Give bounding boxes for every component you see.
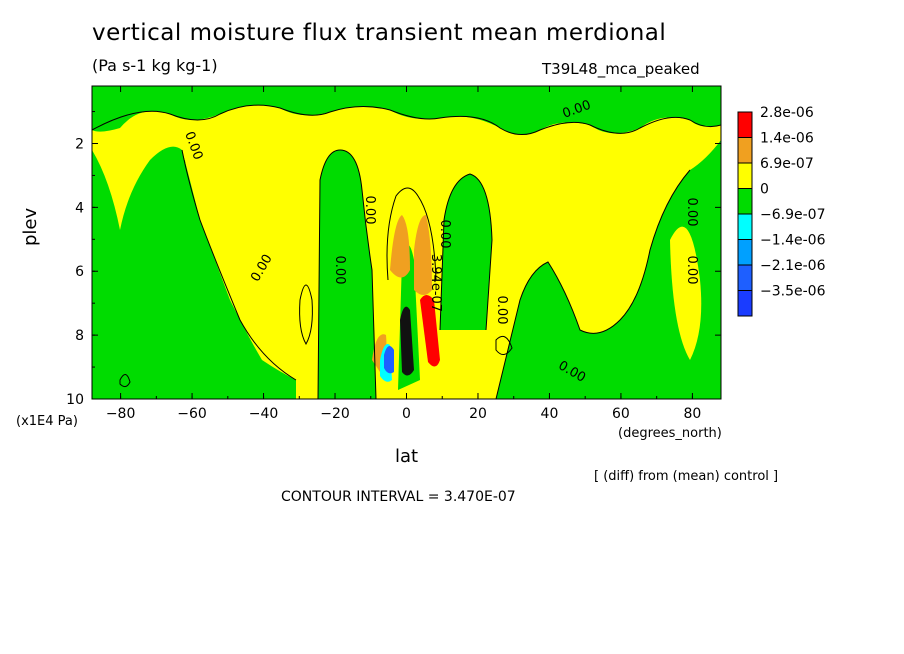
colorbar-label: 2.8e-06 [760, 105, 814, 121]
contour-label: 0.00 [362, 196, 377, 225]
field-green-top [92, 86, 721, 135]
field-orange-1 [390, 215, 410, 278]
x-tick-label: −60 [177, 406, 207, 422]
colorbar-swatch [737, 162, 753, 189]
colorbar-label: −3.5e-06 [760, 284, 826, 300]
x-axis-unit: (degrees_north) [618, 426, 722, 441]
y-tick-label: 6 [75, 264, 84, 280]
x-axis-label: lat [395, 446, 419, 467]
contour-label: 0.00 [684, 198, 699, 227]
contour-lines [92, 104, 721, 399]
colorbar-swatch [737, 290, 753, 317]
colorbar-label: 6.9e-07 [760, 156, 814, 172]
x-axis: −80 −60 −40 −20 0 20 40 60 80 [106, 86, 701, 422]
x-tick-label: −20 [320, 406, 350, 422]
y-axis-unit: (x1E4 Pa) [16, 414, 78, 429]
diff-note: [ (diff) from (mean) control ] [594, 469, 779, 484]
colorbar-label: −2.1e-06 [760, 258, 826, 274]
plot-field [92, 86, 721, 399]
contour-interval: CONTOUR INTERVAL = 3.470E-07 [281, 489, 516, 505]
field-green-right1 [440, 174, 492, 330]
field-green-right3 [540, 370, 600, 399]
field-orange-2 [414, 215, 432, 295]
colorbar-swatch [737, 111, 753, 138]
y-tick-label: 2 [75, 136, 84, 152]
x-tick-label: −80 [106, 406, 136, 422]
chart-units: (Pa s-1 kg kg-1) [92, 56, 218, 75]
y-tick-label: 4 [75, 200, 84, 216]
colorbar-label: 1.4e-06 [760, 131, 814, 147]
x-tick-label: 60 [612, 406, 630, 422]
y-axis-label: plev [20, 207, 41, 246]
contour-label: 0.00 [332, 256, 347, 285]
colorbar-swatch [737, 213, 753, 240]
colorbar-swatch [737, 239, 753, 266]
contour-label: 0.00 [494, 296, 509, 325]
contour-label: 3.94e-07 [428, 254, 443, 312]
x-tick-label: 80 [683, 406, 701, 422]
colorbar-label: −6.9e-07 [760, 207, 825, 223]
x-tick-label: 40 [541, 406, 559, 422]
x-tick-label: 0 [402, 406, 411, 422]
field-green-right2 [496, 140, 721, 399]
field-green-midleft [318, 150, 376, 399]
y-tick-label: 8 [75, 328, 84, 344]
colorbar-swatch [737, 137, 753, 164]
colorbar-label: 0 [760, 182, 769, 198]
x-tick-label: 20 [469, 406, 487, 422]
colorbar-swatch [737, 264, 753, 291]
y-tick-label: 10 [66, 392, 84, 408]
colorbar-label: −1.4e-06 [760, 233, 826, 249]
contour-label: 0.00 [437, 220, 452, 249]
field-red [420, 295, 440, 367]
y-axis: 2 4 6 8 10 [66, 111, 721, 408]
x-tick-label: −40 [249, 406, 279, 422]
chart-title: vertical moisture flux transient mean me… [92, 20, 667, 46]
field-blue [384, 346, 394, 374]
field-yellow-right [670, 226, 702, 360]
field-green-left-2 [150, 160, 230, 399]
colorbar: 2.8e-06 1.4e-06 6.9e-07 0 −6.9e-07 −1.4e-06 −2… [737, 105, 826, 317]
field-dark-core [400, 306, 414, 376]
colorbar-swatch [737, 188, 753, 215]
run-name: T39L48_mca_peaked [542, 60, 700, 78]
contour-label: 0.00 [684, 256, 699, 285]
